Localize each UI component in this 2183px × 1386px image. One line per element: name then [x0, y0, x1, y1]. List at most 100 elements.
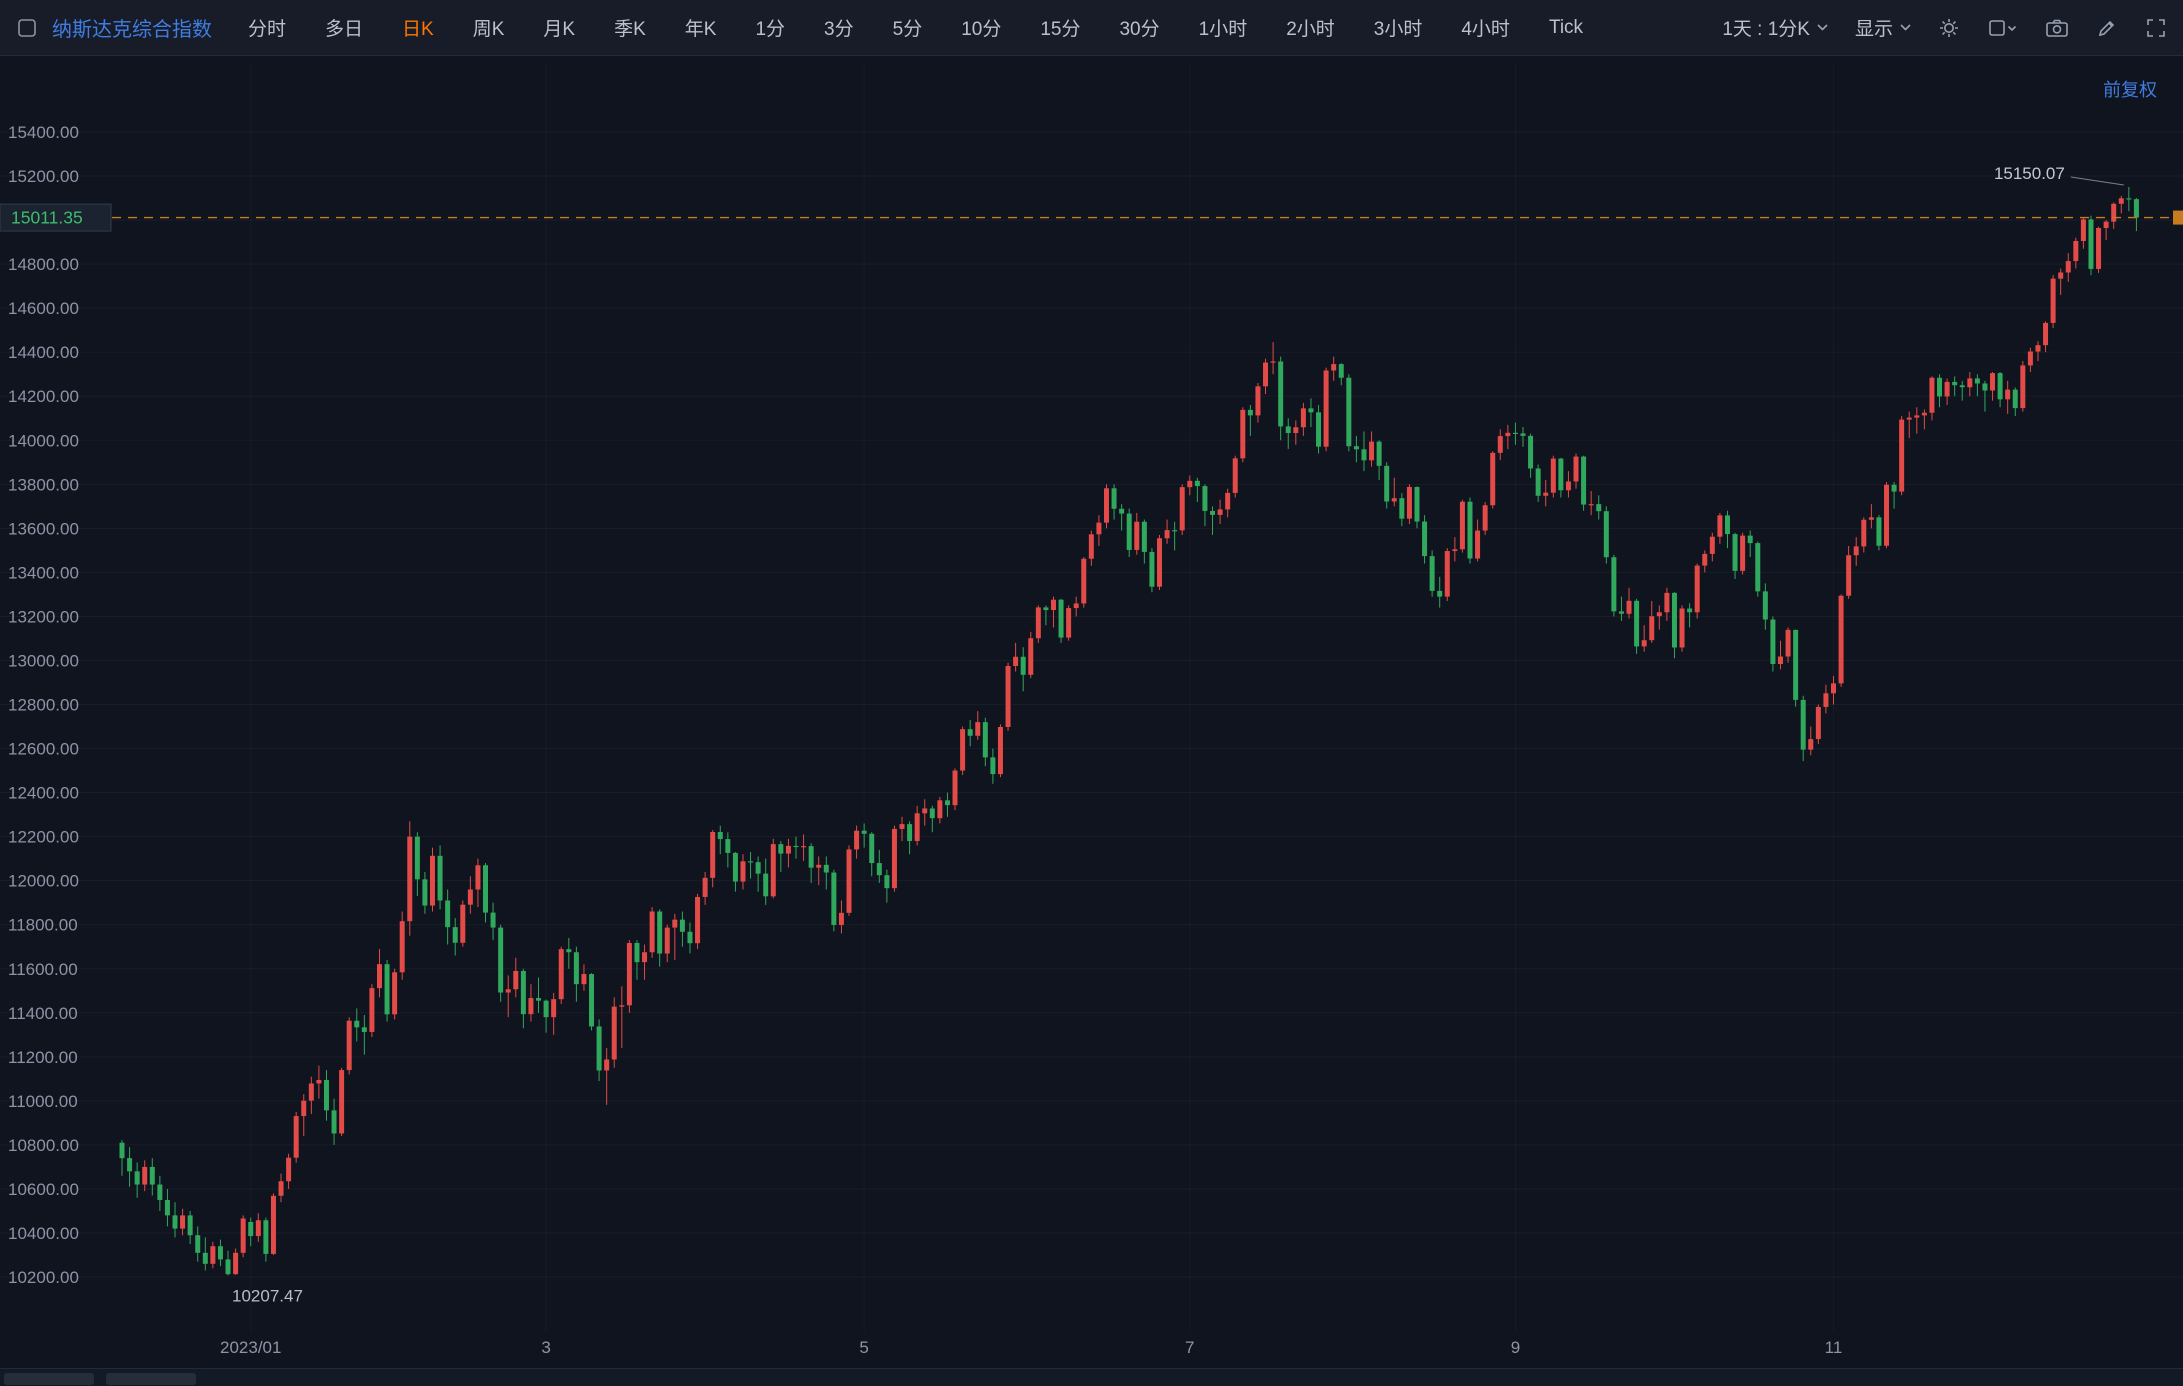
candle-body — [1687, 608, 1693, 613]
period-tab-周K[interactable]: 周K — [472, 19, 505, 40]
candle-body — [1512, 432, 1518, 434]
candle-body — [164, 1199, 170, 1216]
period-tabs: 分时 多日 日K 周K 月K 季K 年K 1分 3分 5分 10分 15分 30分 1小时 2小时 3小时 4小… — [248, 14, 1583, 41]
candle-body — [1331, 364, 1337, 371]
candle-body — [823, 864, 829, 873]
candle-body — [1974, 378, 1980, 384]
candle-body — [1884, 484, 1890, 546]
chart-style-icon[interactable] — [1987, 17, 2018, 39]
symbol-title[interactable]: 纳斯达克综合指数 — [52, 19, 212, 41]
candle-body — [1172, 530, 1178, 532]
candle-body — [604, 1059, 610, 1071]
candle-body — [490, 912, 496, 928]
chevron-down-icon — [1817, 24, 1828, 31]
period-tab-季K[interactable]: 季K — [614, 19, 646, 40]
candle-body — [2126, 198, 2132, 200]
candle-body — [2073, 240, 2079, 262]
candle-body — [1361, 449, 1367, 461]
period-tab-日K[interactable]: 日K — [402, 19, 434, 40]
period-tab-分时[interactable]: 分时 — [248, 19, 287, 40]
candle-body — [1679, 608, 1685, 648]
candle-body — [551, 999, 557, 1018]
y-axis-label: 14200.00 — [8, 387, 79, 406]
candle-body — [763, 873, 769, 897]
candle-body — [475, 865, 481, 890]
kline-combo-dropdown[interactable]: 1天 : 1分K — [1722, 14, 1828, 41]
period-tab-1小时[interactable]: 1小时 — [1198, 19, 1248, 40]
period-tab-年K[interactable]: 年K — [684, 19, 717, 40]
period-tab-2小时[interactable]: 2小时 — [1286, 19, 1335, 40]
candle-body — [543, 1000, 549, 1018]
candle-body — [1247, 409, 1253, 416]
candle-body — [861, 830, 867, 834]
fullscreen-icon[interactable] — [2145, 17, 2167, 39]
candle-body — [1013, 656, 1019, 666]
candle-body — [1573, 456, 1579, 482]
candle-body — [846, 849, 852, 913]
period-tab-3小时[interactable]: 3小时 — [1373, 19, 1423, 40]
period-tab-1分[interactable]: 1分 — [755, 19, 786, 40]
y-axis-label: 14400.00 — [8, 343, 79, 362]
candle-body — [1937, 377, 1943, 397]
period-tab-月K[interactable]: 月K — [543, 19, 576, 40]
candle-body — [1724, 515, 1730, 535]
y-axis-label: 11600.00 — [8, 960, 78, 979]
period-tab-4小时[interactable]: 4小时 — [1461, 19, 1510, 40]
screenshot-icon[interactable] — [2045, 17, 2069, 39]
current-price-label-box — [0, 203, 112, 232]
y-axis-label: 12000.00 — [8, 872, 79, 891]
candle-body — [1505, 432, 1511, 437]
candle-body — [467, 889, 473, 905]
y-axis-label: 14800.00 — [8, 255, 79, 274]
x-axis-label: 5 — [859, 1338, 868, 1357]
candle-body — [301, 1100, 307, 1117]
period-tab-3分[interactable]: 3分 — [824, 19, 854, 40]
candle-body — [944, 800, 950, 806]
candle-body — [778, 844, 784, 854]
candle-body — [1982, 383, 1988, 391]
window-icon[interactable] — [16, 17, 38, 39]
period-tab-Tick[interactable]: Tick — [1548, 16, 1584, 38]
period-tab-30分[interactable]: 30分 — [1119, 19, 1160, 40]
y-axis-label: 10600.00 — [8, 1180, 79, 1199]
y-axis-label: 11400.00 — [8, 1004, 78, 1023]
candle-body — [1709, 536, 1715, 554]
x-axis-label: 3 — [541, 1338, 550, 1357]
candle-body — [1891, 484, 1897, 492]
candle-body — [1649, 616, 1655, 641]
candle-body — [997, 726, 1003, 775]
candle-body — [1081, 558, 1087, 604]
candle-body — [2050, 278, 2056, 323]
candle-body — [672, 919, 678, 928]
candle-body — [1179, 487, 1185, 531]
period-tab-多日[interactable]: 多日 — [325, 19, 364, 40]
candle-body — [1944, 381, 1950, 397]
settings-icon[interactable] — [1938, 17, 1960, 39]
y-axis-label: 12800.00 — [8, 696, 79, 715]
adjustment-mode[interactable]: 前复权 — [2103, 80, 2157, 100]
candle-body — [975, 722, 981, 736]
candle-body — [1967, 378, 1973, 388]
candle-body — [899, 824, 905, 829]
candle-body — [793, 845, 799, 848]
candle-body — [891, 828, 897, 889]
candle-body — [1263, 362, 1269, 387]
candle-body — [1399, 498, 1405, 519]
candle-body — [642, 952, 648, 963]
candle-body — [1664, 592, 1670, 613]
candle-body — [1126, 513, 1132, 550]
candle-body — [1528, 435, 1534, 469]
period-tab-5分[interactable]: 5分 — [892, 19, 923, 40]
candle-body — [142, 1166, 148, 1185]
candle-body — [1603, 511, 1609, 558]
candle-body — [376, 964, 382, 989]
draw-icon[interactable] — [2096, 17, 2118, 39]
candle-body — [1838, 595, 1844, 684]
display-dropdown[interactable]: 显示 — [1855, 14, 1911, 41]
period-tab-10分[interactable]: 10分 — [961, 19, 1002, 40]
period-tab-15分[interactable]: 15分 — [1040, 19, 1081, 40]
y-axis-label: 10200.00 — [8, 1268, 79, 1287]
candle-body — [392, 972, 398, 1015]
